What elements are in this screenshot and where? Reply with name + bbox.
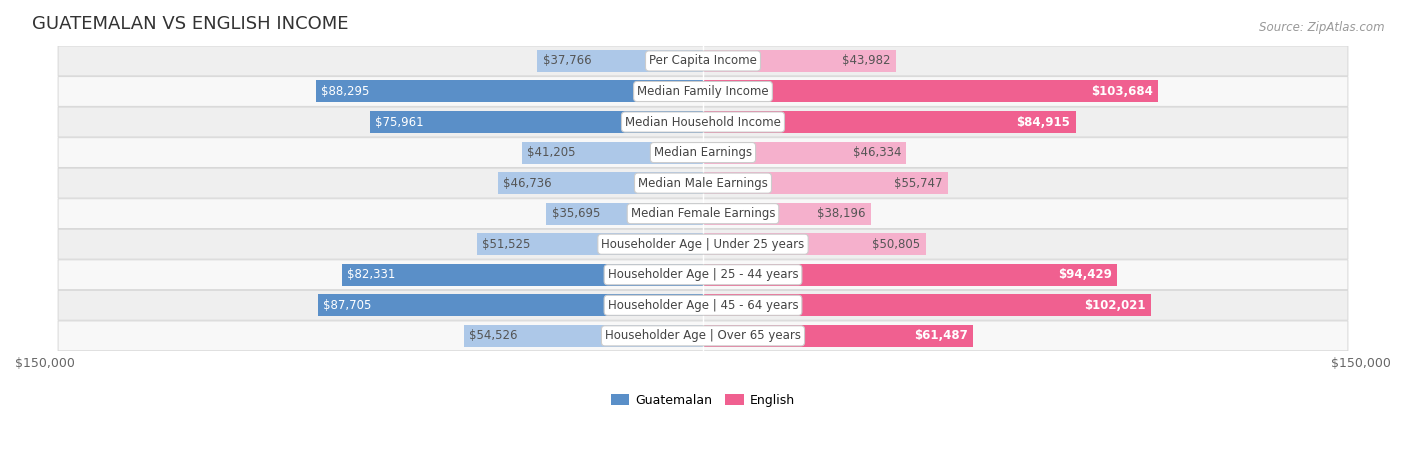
- Text: $51,525: $51,525: [482, 238, 530, 251]
- Bar: [342, 264, 703, 286]
- Text: Per Capita Income: Per Capita Income: [650, 55, 756, 67]
- Text: $50,805: $50,805: [873, 238, 921, 251]
- Text: Median Earnings: Median Earnings: [654, 146, 752, 159]
- FancyBboxPatch shape: [58, 107, 1348, 137]
- Bar: [537, 50, 703, 72]
- Text: $41,205: $41,205: [527, 146, 576, 159]
- Bar: [477, 233, 703, 255]
- Text: $37,766: $37,766: [543, 55, 591, 67]
- Text: Median Female Earnings: Median Female Earnings: [631, 207, 775, 220]
- Text: $75,961: $75,961: [375, 115, 423, 128]
- Text: $88,295: $88,295: [321, 85, 370, 98]
- FancyBboxPatch shape: [58, 168, 1348, 198]
- Bar: [464, 325, 703, 347]
- FancyBboxPatch shape: [58, 199, 1348, 228]
- FancyBboxPatch shape: [58, 260, 1348, 290]
- FancyBboxPatch shape: [58, 46, 1348, 76]
- Bar: [522, 142, 703, 163]
- Bar: [703, 203, 870, 225]
- Bar: [318, 294, 703, 316]
- Bar: [547, 203, 703, 225]
- Text: $46,736: $46,736: [503, 177, 551, 190]
- Bar: [703, 80, 1159, 102]
- Bar: [703, 172, 948, 194]
- Text: $82,331: $82,331: [347, 268, 395, 281]
- Bar: [703, 50, 896, 72]
- Bar: [703, 325, 973, 347]
- FancyBboxPatch shape: [58, 77, 1348, 106]
- FancyBboxPatch shape: [58, 321, 1348, 351]
- FancyBboxPatch shape: [58, 290, 1348, 320]
- Text: Source: ZipAtlas.com: Source: ZipAtlas.com: [1260, 21, 1385, 34]
- FancyBboxPatch shape: [58, 229, 1348, 259]
- Text: $87,705: $87,705: [323, 299, 371, 312]
- Bar: [703, 294, 1150, 316]
- Bar: [370, 111, 703, 133]
- Text: $54,526: $54,526: [470, 329, 517, 342]
- Text: $84,915: $84,915: [1017, 115, 1070, 128]
- Bar: [703, 142, 907, 163]
- Legend: Guatemalan, English: Guatemalan, English: [606, 389, 800, 412]
- Text: Householder Age | 45 - 64 years: Householder Age | 45 - 64 years: [607, 299, 799, 312]
- Text: $46,334: $46,334: [852, 146, 901, 159]
- Text: Median Household Income: Median Household Income: [626, 115, 780, 128]
- Text: $38,196: $38,196: [817, 207, 865, 220]
- Text: Median Male Earnings: Median Male Earnings: [638, 177, 768, 190]
- Text: $55,747: $55,747: [894, 177, 942, 190]
- Bar: [315, 80, 703, 102]
- Text: Householder Age | 25 - 44 years: Householder Age | 25 - 44 years: [607, 268, 799, 281]
- Bar: [498, 172, 703, 194]
- Bar: [703, 111, 1076, 133]
- Text: $102,021: $102,021: [1084, 299, 1146, 312]
- Text: $103,684: $103,684: [1091, 85, 1153, 98]
- Text: $35,695: $35,695: [551, 207, 600, 220]
- Text: Householder Age | Over 65 years: Householder Age | Over 65 years: [605, 329, 801, 342]
- Bar: [703, 264, 1118, 286]
- Text: Median Family Income: Median Family Income: [637, 85, 769, 98]
- Text: GUATEMALAN VS ENGLISH INCOME: GUATEMALAN VS ENGLISH INCOME: [32, 15, 349, 33]
- Text: $43,982: $43,982: [842, 55, 890, 67]
- Bar: [703, 233, 927, 255]
- FancyBboxPatch shape: [58, 138, 1348, 168]
- Text: Householder Age | Under 25 years: Householder Age | Under 25 years: [602, 238, 804, 251]
- Text: $61,487: $61,487: [914, 329, 967, 342]
- Text: $94,429: $94,429: [1059, 268, 1112, 281]
